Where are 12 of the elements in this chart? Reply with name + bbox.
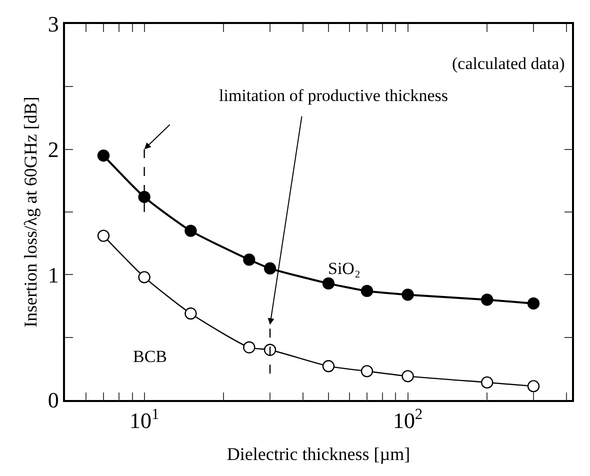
y-tick-label: 1 bbox=[48, 262, 59, 288]
annotation: (calculated data) bbox=[452, 54, 565, 73]
series-label: SiO₂ bbox=[328, 259, 360, 278]
x-axis-title: Dielectric thickness [µm] bbox=[226, 444, 410, 464]
annotation: limitation of productive thickness bbox=[219, 86, 448, 105]
x-tick-label: 10$^{2}$ bbox=[392, 406, 423, 434]
y-tick-label: 0 bbox=[48, 388, 59, 413]
y-tick-label: 2 bbox=[48, 137, 59, 162]
y-tick-label: 3 bbox=[48, 12, 59, 37]
text: BCB bbox=[133, 347, 168, 366]
x-tick-label: 10$^{1}$ bbox=[129, 406, 160, 434]
y-axis-title: Insertion loss/λg at 60GHz [dB] bbox=[20, 96, 41, 328]
